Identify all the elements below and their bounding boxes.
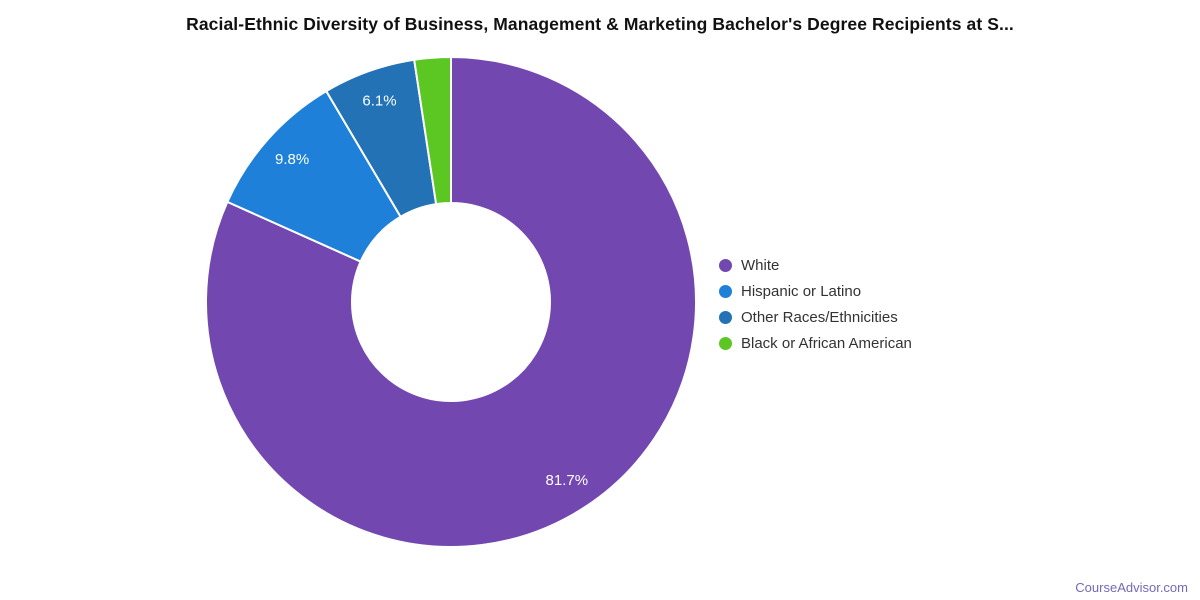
legend-swatch-hispanic-or-latino [719,284,732,298]
legend-label-white: White [741,256,780,274]
legend-label-black-or-african-american: Black or African American [741,334,912,352]
legend-item-black-or-african-american[interactable]: Black or African American [719,330,912,356]
watermark-link[interactable]: CourseAdvisor.com [1075,580,1188,595]
legend-swatch-black-or-african-american [719,336,732,350]
slice-label-hispanic-or-latino: 9.8% [275,151,309,168]
pie-slice-black-or-african-american[interactable] [413,56,452,206]
legend-swatch-other-races-ethnicities [719,310,732,324]
legend-label-hispanic-or-latino: Hispanic or Latino [741,282,862,300]
slice-label-white: 81.7% [546,472,589,489]
legend-label-other-races-ethnicities: Other Races/Ethnicities [741,308,898,326]
legend-item-white[interactable]: White [719,252,912,278]
legend-item-other-races-ethnicities[interactable]: Other Races/Ethnicities [719,304,912,330]
slice-label-other-races-ethnicities: 6.1% [362,92,396,109]
chart-title: Racial-Ethnic Diversity of Business, Man… [186,14,1014,34]
chart-legend: White Hispanic or Latino Other Races/Eth… [719,252,912,356]
pie-slice-white[interactable] [204,56,697,548]
legend-swatch-white [719,258,732,272]
legend-item-hispanic-or-latino[interactable]: Hispanic or Latino [719,278,912,304]
